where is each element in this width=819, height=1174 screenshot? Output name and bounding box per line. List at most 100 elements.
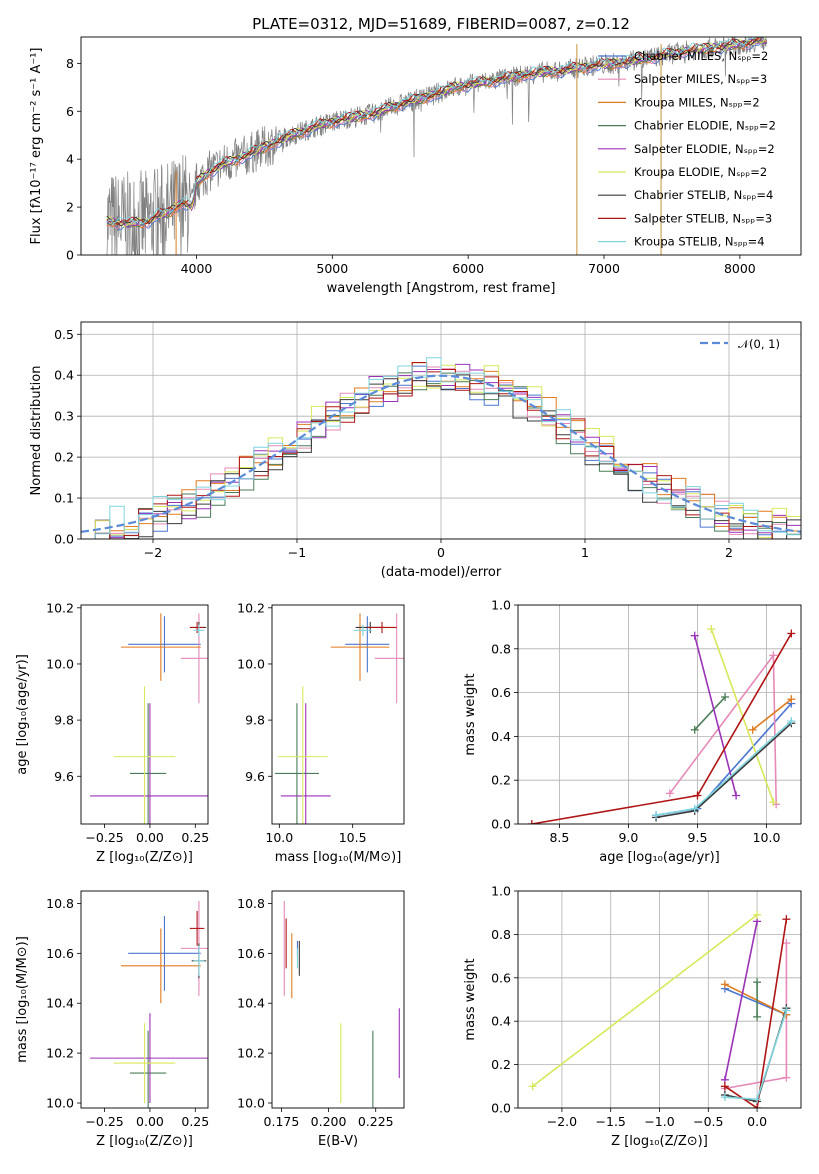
plot-area-mass-age xyxy=(274,613,404,824)
plot-area-z-age xyxy=(90,613,208,824)
x-tick-label: −1 xyxy=(288,545,306,560)
weight-line-salpeter-stelib xyxy=(724,919,788,1108)
y-axis-label: mass weight xyxy=(463,958,478,1040)
y-axis-label: mass [log₁₀(M/M⊙)] xyxy=(15,936,30,1063)
weight-line-kroupa-elodie xyxy=(710,628,775,803)
plot-area-z-weight xyxy=(518,891,801,1108)
axes-frame xyxy=(271,604,405,825)
y-tick-label: 10.2 xyxy=(46,600,74,615)
x-axis-label: age [log₁₀(age/yr)] xyxy=(599,850,720,865)
axes-frame xyxy=(271,890,405,1109)
legend-entry: Salpeter STELIB, Nₛₚₚ=3 xyxy=(634,211,772,225)
legend-entry: 𝒩(0, 1) xyxy=(738,337,780,351)
axes-frame xyxy=(517,890,802,1109)
model-line-kroupa-stelib xyxy=(106,37,766,225)
x-tick-label: 0.00 xyxy=(136,1114,164,1129)
x-tick-label: 9.5 xyxy=(688,830,708,845)
x-tick-label: 0 xyxy=(437,545,445,560)
axes-frame xyxy=(80,321,802,540)
y-tick-label: 0.0 xyxy=(54,532,74,547)
x-tick-label: −0.25 xyxy=(85,830,123,845)
chart-title: PLATE=0312, MJD=51689, FIBERID=0087, z=0… xyxy=(252,15,630,33)
x-tick-label: 0.25 xyxy=(181,830,209,845)
y-tick-label: 9.8 xyxy=(245,713,265,728)
x-tick-label: 0.0 xyxy=(747,1114,767,1129)
x-tick-label: 9.0 xyxy=(618,830,638,845)
x-tick-label: 2 xyxy=(725,545,733,560)
plot-area-ebv-mass xyxy=(283,900,400,1108)
plot-area-age-weight xyxy=(518,605,801,824)
y-tick-label: 0.0 xyxy=(491,817,511,832)
x-tick-label: 8.5 xyxy=(549,830,569,845)
axes-frame xyxy=(517,604,802,825)
y-axis-label: Normed distribution xyxy=(29,366,44,496)
axes-frame xyxy=(80,604,209,825)
weight-line-kroupa-miles xyxy=(724,983,787,1016)
y-tick-label: 0.6 xyxy=(491,970,511,985)
y-tick-label: 8 xyxy=(66,56,74,71)
y-tick-label: 10.4 xyxy=(237,996,265,1011)
legend-entry: Salpeter MILES, Nₛₚₚ=3 xyxy=(634,72,767,86)
y-tick-label: 1.0 xyxy=(491,598,511,613)
hist-step-kroupa-stelib xyxy=(81,357,801,539)
y-tick-label: 10.8 xyxy=(46,896,74,911)
y-tick-label: 0.1 xyxy=(54,491,74,506)
x-tick-label: 0.00 xyxy=(136,830,164,845)
x-axis-label: Z [log₁₀(Z/Z⊙)] xyxy=(96,1134,193,1149)
x-tick-label: −1.0 xyxy=(644,1114,674,1129)
y-axis-label: mass weight xyxy=(463,673,478,755)
y-tick-label: 6 xyxy=(66,104,74,119)
y-tick-label: 0.3 xyxy=(54,409,74,424)
y-tick-label: 10.0 xyxy=(46,656,74,671)
legend-entry: Chabrier ELODIE, Nₛₚₚ=2 xyxy=(634,119,776,133)
hist-step-chabrier-stelib xyxy=(81,374,801,539)
plot-area-z-mass xyxy=(90,900,208,1108)
x-tick-label: −2.0 xyxy=(547,1114,577,1129)
legend-entry: Chabrier MILES, Nₛₚₚ=2 xyxy=(634,49,768,63)
plot-area-spectrum xyxy=(106,37,768,255)
y-tick-label: 0.5 xyxy=(54,327,74,342)
x-axis-label: Z [log₁₀(Z/Z⊙)] xyxy=(611,1134,708,1149)
weight-line-salpeter-elodie xyxy=(693,635,737,796)
x-tick-label: 5000 xyxy=(316,261,348,276)
model-line-salpeter-stelib xyxy=(106,37,760,225)
legend-entry: Kroupa MILES, Nₛₚₚ=2 xyxy=(634,95,760,109)
x-tick-label: 4000 xyxy=(181,261,213,276)
axes-frame xyxy=(80,36,802,256)
x-tick-label: 1 xyxy=(581,545,589,560)
y-tick-label: 2 xyxy=(66,200,74,215)
x-tick-label: 0.225 xyxy=(358,1114,394,1129)
y-tick-label: 9.6 xyxy=(245,769,265,784)
weight-line-salpeter-miles xyxy=(724,943,788,1090)
axes-frame xyxy=(80,890,209,1109)
y-tick-label: 0.0 xyxy=(491,1101,511,1116)
y-tick-label: 0.4 xyxy=(54,368,74,383)
x-tick-label: −0.25 xyxy=(85,1114,123,1129)
x-axis-label: Z [log₁₀(Z/Z⊙)] xyxy=(96,850,193,865)
x-axis-label: mass [log₁₀(M/M⊙)] xyxy=(275,850,402,865)
x-axis-label: E(B-V) xyxy=(318,1134,358,1149)
y-tick-label: 0.2 xyxy=(54,450,74,465)
x-tick-label: 0.25 xyxy=(181,1114,209,1129)
weight-line-kroupa-miles xyxy=(752,698,792,731)
y-tick-label: 0.4 xyxy=(491,1014,511,1029)
weight-line-kroupa-stelib xyxy=(724,1010,788,1101)
x-tick-label: 8000 xyxy=(724,261,756,276)
y-tick-label: 10.2 xyxy=(46,1046,74,1061)
y-tick-label: 0.8 xyxy=(491,927,511,942)
y-tick-label: 10.8 xyxy=(237,896,265,911)
y-tick-label: 0.6 xyxy=(491,685,511,700)
y-tick-label: 0.2 xyxy=(491,1057,511,1072)
y-tick-label: 0 xyxy=(66,248,74,263)
weight-line-kroupa-elodie xyxy=(532,914,758,1087)
legend-entry: Kroupa ELODIE, Nₛₚₚ=2 xyxy=(634,165,767,179)
x-tick-label: 10.0 xyxy=(265,830,293,845)
y-tick-label: 0.4 xyxy=(491,729,511,744)
x-tick-label: −0.5 xyxy=(693,1114,723,1129)
legend-entry: Salpeter ELODIE, Nₛₚₚ=2 xyxy=(634,142,775,156)
y-tick-label: 10.6 xyxy=(46,946,74,961)
x-tick-label: 0.175 xyxy=(264,1114,300,1129)
x-tick-label: 7000 xyxy=(588,261,620,276)
y-tick-label: 10.2 xyxy=(237,1046,265,1061)
x-tick-label: 0.200 xyxy=(311,1114,347,1129)
